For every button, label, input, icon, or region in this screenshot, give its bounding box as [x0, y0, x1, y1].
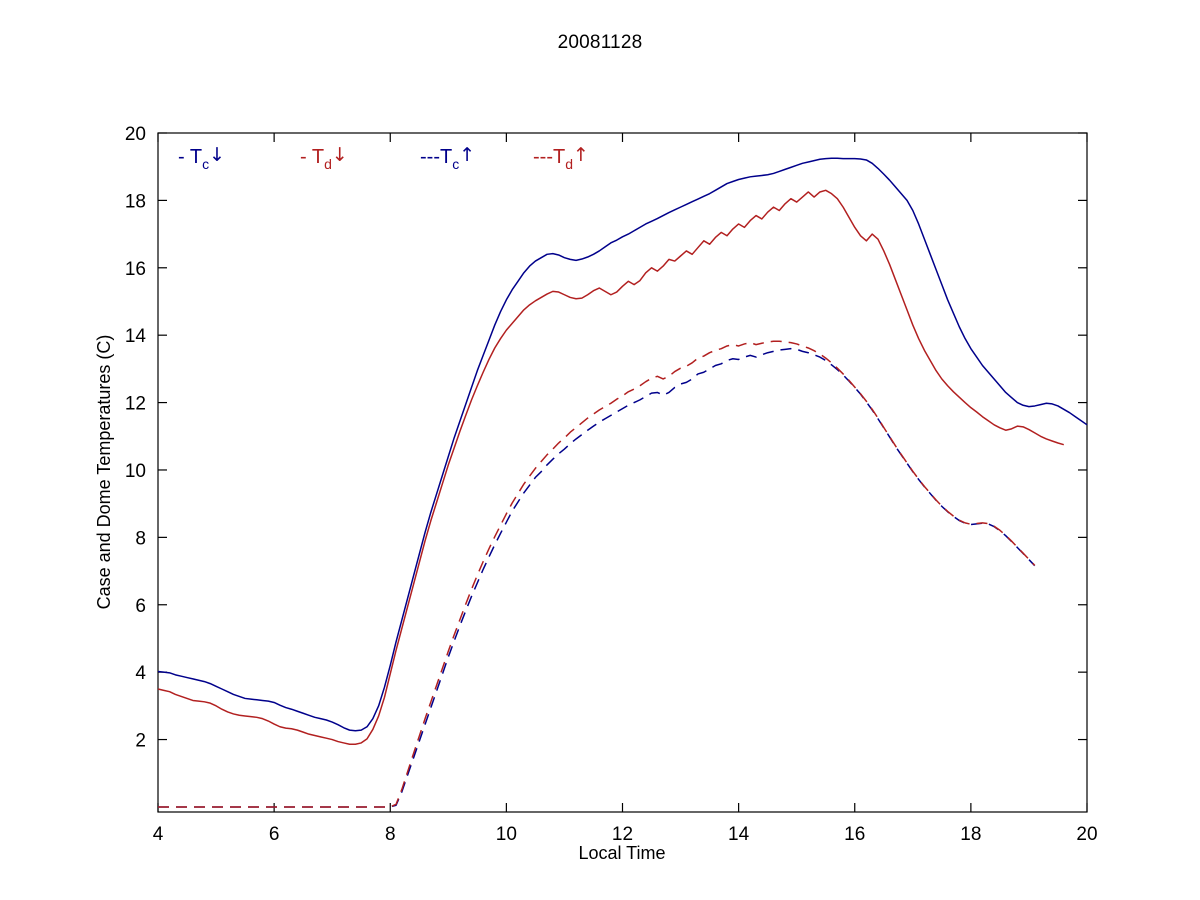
axes-box — [157, 132, 1088, 813]
legend-td-up: ---Td↑ — [533, 144, 589, 172]
x-tick-label: 8 — [385, 824, 396, 845]
y-axis-label: Case and Dome Temperatures (C) — [94, 335, 114, 610]
series-line — [158, 340, 1036, 808]
legend-arrow: ↑ — [459, 144, 475, 166]
x-axis-ticks: 4 6 8 10 12 14 16 18 20 — [153, 133, 1098, 845]
chart-legend: - Tc↓ - Td↓ ---Tc↑ ---Td↑ — [178, 144, 589, 172]
legend-symbol: T — [312, 146, 324, 168]
legend-label: ---Tc↑ — [420, 144, 475, 172]
x-tick-label: 4 — [153, 824, 164, 845]
x-tick-label: 12 — [612, 824, 633, 845]
x-tick-label: 10 — [496, 824, 517, 845]
y-axis-ticks: 2 4 6 8 10 12 14 16 18 20 — [125, 124, 1087, 752]
legend-dash-marker: --- — [533, 146, 553, 168]
x-tick-label: 16 — [844, 824, 865, 845]
series-line — [158, 347, 1036, 808]
series-line — [157, 157, 1088, 732]
y-tick-label: 12 — [125, 394, 146, 415]
legend-arrow: ↓ — [332, 144, 348, 166]
data-series-group — [157, 157, 1088, 808]
legend-label: ---Td↑ — [533, 144, 589, 172]
legend-arrow: ↓ — [209, 144, 225, 166]
legend-dash-marker: --- — [420, 146, 440, 168]
legend-tc-down: - Tc↓ — [178, 144, 225, 172]
legend-tc-up: ---Tc↑ — [420, 144, 475, 172]
legend-subscript: d — [324, 156, 332, 172]
y-tick-label: 16 — [125, 259, 146, 280]
legend-subscript: d — [565, 156, 573, 172]
legend-subscript: c — [202, 156, 209, 172]
legend-dash-marker: - — [178, 146, 190, 168]
y-tick-label: 20 — [125, 124, 146, 145]
legend-label: - Td↓ — [300, 144, 348, 172]
x-tick-label: 14 — [728, 824, 750, 845]
chart-title: 20081128 — [557, 32, 643, 53]
legend-symbol: T — [190, 146, 202, 168]
legend-arrow: ↑ — [573, 144, 589, 166]
legend-label: - Tc↓ — [178, 144, 225, 172]
y-tick-label: 2 — [135, 731, 146, 752]
y-tick-label: 10 — [125, 461, 146, 482]
legend-subscript: c — [452, 156, 459, 172]
y-tick-label: 18 — [125, 191, 146, 212]
series-line — [157, 189, 1064, 746]
x-tick-label: 18 — [960, 824, 981, 845]
y-tick-label: 6 — [135, 596, 146, 617]
y-tick-label: 14 — [125, 326, 147, 347]
x-tick-label: 6 — [269, 824, 280, 845]
x-tick-label: 20 — [1076, 824, 1097, 845]
y-tick-label: 8 — [135, 528, 146, 549]
x-axis-label: Local Time — [578, 843, 665, 863]
legend-symbol: T — [440, 146, 452, 168]
y-tick-label: 4 — [135, 663, 146, 684]
legend-symbol: T — [553, 146, 565, 168]
legend-td-down: - Td↓ — [300, 144, 348, 172]
legend-dash-marker: - — [300, 146, 312, 168]
